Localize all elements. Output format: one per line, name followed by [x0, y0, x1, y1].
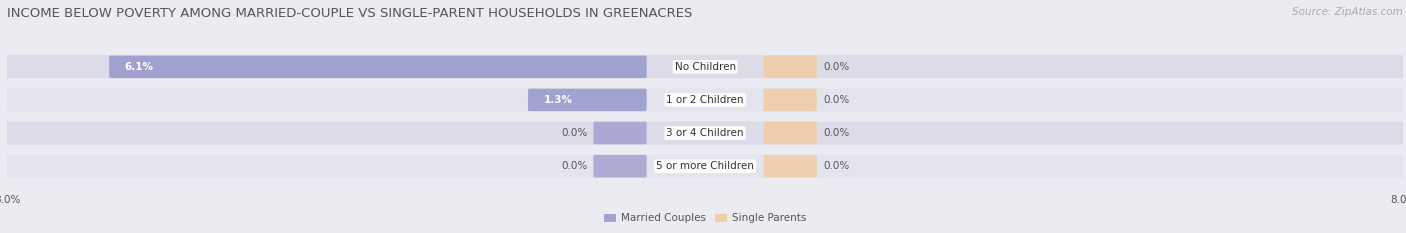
Text: 6.1%: 6.1%: [125, 62, 153, 72]
FancyBboxPatch shape: [763, 122, 817, 144]
FancyBboxPatch shape: [7, 88, 1403, 112]
Text: INCOME BELOW POVERTY AMONG MARRIED-COUPLE VS SINGLE-PARENT HOUSEHOLDS IN GREENAC: INCOME BELOW POVERTY AMONG MARRIED-COUPL…: [7, 7, 692, 20]
Text: 0.0%: 0.0%: [823, 161, 849, 171]
FancyBboxPatch shape: [593, 122, 647, 144]
Text: 0.0%: 0.0%: [823, 62, 849, 72]
FancyBboxPatch shape: [763, 155, 817, 178]
Text: 1 or 2 Children: 1 or 2 Children: [666, 95, 744, 105]
FancyBboxPatch shape: [110, 55, 647, 78]
FancyBboxPatch shape: [593, 155, 647, 178]
Text: 0.0%: 0.0%: [823, 128, 849, 138]
Text: 5 or more Children: 5 or more Children: [657, 161, 754, 171]
FancyBboxPatch shape: [7, 155, 1403, 178]
Legend: Married Couples, Single Parents: Married Couples, Single Parents: [599, 209, 811, 228]
FancyBboxPatch shape: [763, 55, 817, 78]
Text: 1.3%: 1.3%: [544, 95, 572, 105]
FancyBboxPatch shape: [7, 55, 1403, 78]
Text: No Children: No Children: [675, 62, 735, 72]
Text: Source: ZipAtlas.com: Source: ZipAtlas.com: [1292, 7, 1403, 17]
Text: 0.0%: 0.0%: [561, 128, 588, 138]
FancyBboxPatch shape: [529, 89, 647, 111]
FancyBboxPatch shape: [763, 89, 817, 111]
Text: 0.0%: 0.0%: [561, 161, 588, 171]
FancyBboxPatch shape: [7, 121, 1403, 145]
Text: 0.0%: 0.0%: [823, 95, 849, 105]
Text: 3 or 4 Children: 3 or 4 Children: [666, 128, 744, 138]
